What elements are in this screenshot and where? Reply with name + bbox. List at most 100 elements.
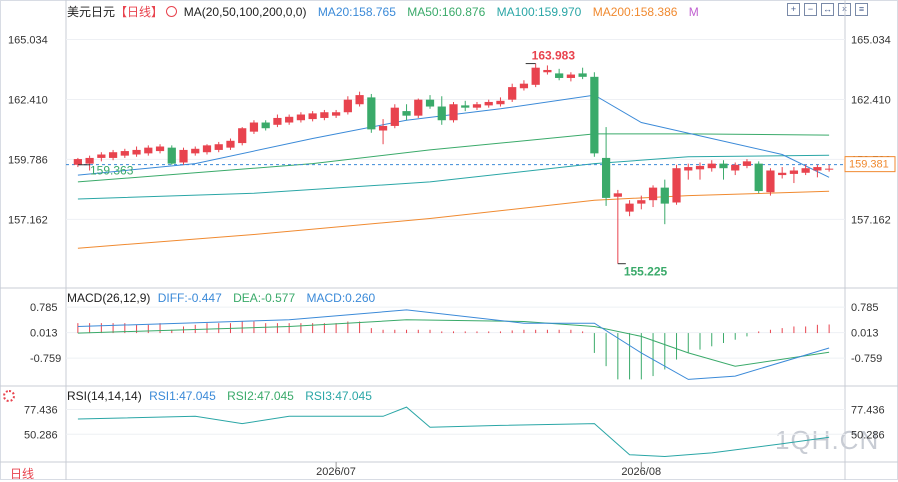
candle-body bbox=[214, 144, 223, 150]
candle-body bbox=[249, 122, 259, 132]
rsi-header: RSI(14,14,14) RSI1:47.045 RSI2:47.045 RS… bbox=[67, 389, 372, 403]
settings-icon[interactable] bbox=[166, 6, 178, 17]
candle-body bbox=[601, 157, 611, 198]
gear-icon[interactable] bbox=[3, 390, 15, 402]
price-tick-left: 162.410 bbox=[8, 94, 48, 106]
macd-dea-line bbox=[77, 319, 830, 367]
candle-body bbox=[343, 99, 352, 113]
candle-body bbox=[825, 168, 834, 170]
rsi-tick-left: 50.286 bbox=[24, 429, 58, 441]
zoom-out-icon[interactable]: − bbox=[804, 3, 817, 16]
candle-body bbox=[167, 147, 176, 164]
macd-tick-left: -0.759 bbox=[30, 353, 61, 365]
candle-body bbox=[437, 106, 446, 121]
period-button[interactable]: 日线 bbox=[10, 467, 35, 481]
rsi1-value: RSI1:47.045 bbox=[149, 389, 216, 403]
candle-body bbox=[402, 111, 411, 116]
ma-params: MA(20,50,100,200,0,0) bbox=[183, 5, 307, 19]
rsi3-value: RSI3:47.045 bbox=[305, 389, 372, 403]
rsi-line bbox=[77, 406, 830, 458]
candle-body bbox=[332, 112, 341, 116]
menu-box-icon[interactable]: ≡ bbox=[855, 3, 868, 16]
ma20-value: MA20:158.765 bbox=[317, 5, 396, 19]
current-price-box bbox=[844, 156, 896, 173]
price-tick-right: 157.162 bbox=[851, 214, 891, 226]
candle-body bbox=[813, 167, 822, 171]
low-label: 155.225 bbox=[624, 265, 668, 279]
ma50-line bbox=[77, 133, 830, 183]
date-label: 2026/08 bbox=[621, 466, 661, 478]
candle-body bbox=[754, 163, 763, 192]
expand-icon[interactable]: ↔ bbox=[821, 3, 834, 16]
candle-body bbox=[578, 73, 587, 77]
candle-body bbox=[238, 128, 247, 144]
candle-body bbox=[285, 116, 294, 123]
macd-tick-right: 0.785 bbox=[851, 302, 879, 314]
candle-body bbox=[789, 170, 799, 174]
candle-body bbox=[719, 163, 728, 169]
candle-body bbox=[425, 99, 435, 107]
candle-body bbox=[660, 187, 669, 204]
candle-body bbox=[367, 97, 376, 130]
candle-body bbox=[625, 203, 634, 212]
ma50-value: MA50:160.876 bbox=[407, 5, 486, 19]
candle-body bbox=[637, 200, 646, 204]
macd-tick-right: -0.759 bbox=[851, 353, 882, 365]
ma100-value: MA100:159.970 bbox=[496, 5, 582, 19]
candle-body bbox=[543, 69, 552, 73]
macd-diff-line bbox=[77, 309, 830, 380]
candle-body bbox=[801, 168, 810, 173]
candle-body bbox=[202, 145, 212, 153]
candle-body bbox=[308, 113, 317, 120]
period-tag[interactable]: 【日线】 bbox=[115, 5, 164, 19]
candle-body bbox=[191, 148, 200, 154]
candle-body bbox=[496, 100, 505, 105]
candle-body bbox=[73, 159, 82, 165]
macd-tick-left: 0.013 bbox=[30, 328, 58, 340]
rsi-tick-left: 77.436 bbox=[24, 404, 58, 416]
candle-body bbox=[390, 107, 399, 126]
date-label: 2026/07 bbox=[316, 466, 356, 478]
candle-body bbox=[120, 151, 129, 156]
macd-header: MACD(26,12,9) DIFF:-0.447 DEA:-0.577 MAC… bbox=[67, 291, 375, 305]
candle-body bbox=[531, 67, 540, 85]
ma-extra-value: M bbox=[688, 5, 699, 19]
candle-body bbox=[378, 125, 388, 131]
ma100-line bbox=[77, 154, 830, 200]
candle-body bbox=[731, 164, 740, 171]
high-label: 163.983 bbox=[532, 49, 576, 63]
ma200-value: MA200:158.386 bbox=[592, 5, 678, 19]
candle-body bbox=[590, 76, 599, 154]
candle-body bbox=[461, 105, 470, 108]
candle-body bbox=[179, 149, 188, 163]
price-tick-right: 162.410 bbox=[851, 94, 891, 106]
candle-body bbox=[155, 146, 165, 152]
candle-body bbox=[684, 167, 693, 171]
watermark: 1QH.CN bbox=[775, 425, 880, 455]
price-tick-left: 157.162 bbox=[8, 214, 48, 226]
price-tick-left: 165.034 bbox=[8, 34, 48, 46]
candle-body bbox=[261, 122, 270, 129]
candle-body bbox=[414, 99, 423, 116]
candle-body bbox=[85, 157, 94, 164]
candle-body bbox=[472, 104, 482, 108]
candle-body bbox=[766, 170, 775, 193]
candle-body bbox=[449, 104, 458, 121]
candle-body bbox=[296, 114, 306, 121]
candle-body bbox=[132, 149, 141, 155]
symbol-label: 美元日元 bbox=[67, 5, 116, 19]
macd-tick-right: 0.013 bbox=[851, 328, 879, 340]
current-price-label: 159.381 bbox=[849, 159, 889, 171]
candle-body bbox=[108, 152, 118, 158]
candle-body bbox=[355, 95, 364, 105]
candle-body bbox=[707, 163, 716, 169]
candle-body bbox=[226, 140, 235, 148]
candle-body bbox=[508, 87, 517, 100]
candle-body bbox=[144, 147, 153, 154]
ma200-line bbox=[77, 190, 830, 249]
zoom-in-icon[interactable]: + bbox=[787, 3, 800, 16]
rsi2-value: RSI2:47.045 bbox=[227, 389, 294, 403]
rsi-tick-right: 50.286 bbox=[851, 429, 885, 441]
